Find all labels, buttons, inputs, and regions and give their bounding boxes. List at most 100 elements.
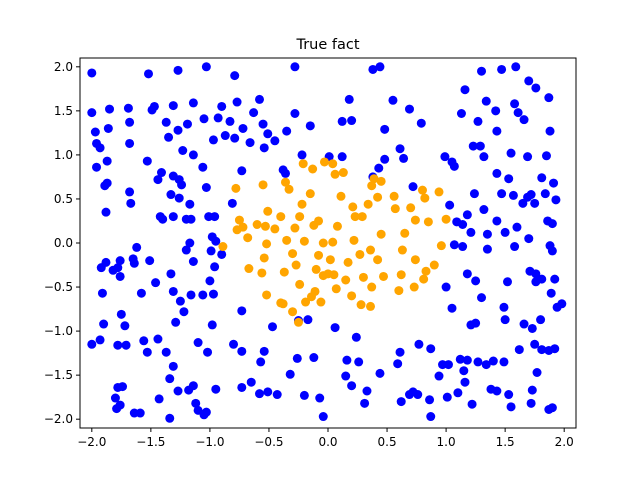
data-point-inside (441, 214, 451, 224)
data-point-outside (492, 216, 502, 226)
data-point-outside (388, 95, 398, 105)
data-point-outside (513, 108, 523, 118)
data-point-inside (309, 220, 319, 230)
data-point-inside (243, 233, 253, 243)
data-point-outside (166, 269, 176, 279)
data-point-outside (447, 303, 457, 313)
data-point-outside (164, 132, 174, 142)
data-point-outside (524, 76, 534, 86)
data-point-outside (230, 133, 240, 143)
x-tick-label: −0.5 (254, 435, 283, 449)
data-point-inside (421, 266, 431, 276)
data-point-outside (201, 183, 211, 192)
data-point-outside (374, 163, 384, 173)
data-point-outside (512, 222, 522, 232)
data-point-inside (316, 297, 326, 307)
data-point-outside (318, 412, 328, 422)
y-tick-label: 1.5 (54, 104, 73, 118)
data-point-outside (178, 146, 188, 155)
data-point-outside (481, 96, 491, 106)
data-point-outside (165, 413, 175, 423)
data-point-outside (142, 347, 152, 357)
data-point-outside (551, 195, 561, 205)
data-point-outside (132, 242, 142, 252)
data-point-outside (220, 131, 230, 141)
data-point-outside (499, 302, 509, 312)
data-point-outside (482, 229, 492, 239)
data-point-inside (290, 223, 300, 233)
data-point-outside (492, 386, 502, 396)
data-point-outside (116, 309, 126, 319)
data-point-inside (419, 274, 429, 284)
data-point-outside (173, 386, 183, 396)
data-point-outside (545, 126, 555, 136)
data-point-outside (537, 345, 547, 355)
y-tick-label: 2.0 (54, 60, 73, 74)
data-point-outside (193, 338, 203, 348)
data-point-outside (499, 357, 509, 367)
data-point-outside (188, 150, 198, 160)
data-point-inside (257, 268, 267, 278)
data-point-outside (185, 238, 195, 248)
data-point-outside (198, 162, 208, 172)
data-point-outside (477, 293, 487, 303)
data-point-inside (305, 189, 315, 199)
data-point-outside (206, 246, 216, 256)
data-point-outside (174, 193, 184, 203)
data-point-inside (252, 220, 262, 229)
data-point-outside (488, 356, 498, 366)
data-point-outside (168, 101, 178, 111)
data-point-outside (186, 214, 196, 224)
data-point-inside (263, 206, 273, 216)
data-point-outside (237, 382, 247, 392)
data-point-inside (331, 284, 341, 294)
data-point-outside (121, 340, 131, 350)
x-tick-label: −1.5 (136, 435, 165, 449)
data-point-outside (166, 190, 176, 200)
data-point-outside (199, 114, 209, 124)
data-point-outside (102, 178, 112, 188)
data-point-outside (225, 116, 235, 126)
data-point-inside (218, 242, 228, 252)
y-tick-label: 0.0 (54, 236, 73, 250)
data-point-outside (503, 277, 512, 287)
data-point-outside (519, 115, 529, 125)
data-point-inside (341, 275, 351, 285)
data-point-outside (125, 187, 135, 197)
data-point-inside (311, 264, 321, 274)
data-point-outside (305, 121, 315, 131)
data-point-outside (115, 271, 125, 281)
data-point-outside (135, 408, 145, 418)
data-point-inside (355, 249, 365, 259)
data-point-outside (188, 98, 198, 108)
x-tick-label: 0.5 (378, 435, 397, 449)
data-point-outside (473, 357, 483, 367)
data-point-outside (151, 278, 161, 288)
data-point-outside (456, 109, 466, 118)
data-point-inside (349, 235, 359, 245)
data-point-outside (92, 162, 102, 172)
data-point-inside (293, 317, 303, 327)
data-point-outside (506, 148, 516, 158)
data-point-outside (256, 357, 266, 367)
data-point-outside (547, 403, 557, 413)
data-point-outside (263, 129, 273, 139)
data-point-outside (175, 296, 185, 306)
data-point-outside (479, 152, 489, 162)
data-point-outside (227, 198, 237, 208)
data-point-outside (536, 315, 546, 325)
data-point-outside (207, 232, 217, 242)
data-point-outside (255, 94, 264, 104)
data-point-outside (280, 168, 290, 178)
data-point-inside (298, 159, 308, 169)
data-point-outside (479, 205, 489, 215)
data-point-outside (87, 339, 97, 349)
data-point-outside (285, 369, 295, 379)
data-point-inside (297, 199, 307, 209)
data-point-outside (153, 175, 163, 185)
data-point-inside (350, 212, 360, 222)
data-point-outside (282, 126, 292, 136)
data-point-outside (477, 66, 487, 76)
data-point-outside (126, 198, 136, 208)
data-point-inside (262, 290, 272, 300)
